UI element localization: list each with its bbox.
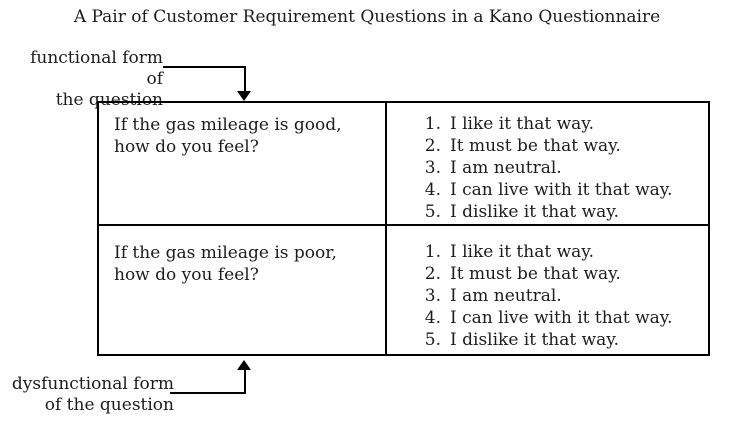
functional-form-label-line2: the question — [55, 90, 163, 110]
option-number: 4. — [424, 308, 441, 328]
option-text: I can live with it that way. — [450, 308, 673, 328]
option-number: 3. — [424, 158, 441, 178]
option-text: I like it that way. — [450, 114, 595, 134]
option-text: I am neutral. — [450, 158, 562, 178]
functional-form-label: functional form of the question — [10, 48, 163, 111]
option-number: 1. — [424, 114, 441, 134]
question-line: how do you feel? — [114, 137, 259, 157]
dysfunctional-form-label: dysfunctional form of the question — [8, 374, 174, 416]
option-item: 4. I can live with it that way. — [421, 307, 704, 329]
option-item: 5. I dislike it that way. — [421, 329, 704, 351]
option-item: 2. It must be that way. — [421, 263, 704, 285]
kano-table: If the gas mileage is good, how do you f… — [97, 101, 710, 356]
option-number: 4. — [424, 180, 441, 200]
option-text: It must be that way. — [450, 264, 621, 284]
option-item: 3. I am neutral. — [421, 285, 704, 307]
dysfunctional-question-cell: If the gas mileage is poor, how do you f… — [99, 226, 387, 354]
functional-form-label-line1: functional form of — [30, 48, 163, 89]
option-text: I dislike it that way. — [450, 330, 620, 350]
dysfunctional-form-label-line2: of the question — [44, 395, 174, 415]
functional-connector-horizontal-line — [163, 66, 246, 68]
option-number: 1. — [424, 242, 441, 262]
option-number: 2. — [424, 264, 441, 284]
option-text: It must be that way. — [450, 136, 621, 156]
arrow-up-icon — [237, 360, 251, 370]
option-item: 1. I like it that way. — [421, 113, 704, 135]
dysfunctional-connector-vertical-line — [244, 370, 246, 394]
dysfunctional-connector-horizontal-line — [170, 392, 246, 394]
option-text: I am neutral. — [450, 286, 562, 306]
option-item: 2. It must be that way. — [421, 135, 704, 157]
option-item: 1. I like it that way. — [421, 241, 704, 263]
option-number: 5. — [424, 202, 441, 222]
question-line: how do you feel? — [114, 265, 259, 285]
arrow-down-icon — [237, 91, 251, 101]
figure-title: A Pair of Customer Requirement Questions… — [73, 7, 661, 27]
functional-connector-vertical-line — [244, 66, 246, 93]
option-number: 5. — [424, 330, 441, 350]
question-line: If the gas mileage is poor, — [114, 243, 337, 263]
option-text: I can live with it that way. — [450, 180, 673, 200]
option-item: 3. I am neutral. — [421, 157, 704, 179]
option-text: I like it that way. — [450, 242, 595, 262]
option-item: 4. I can live with it that way. — [421, 179, 704, 201]
question-line: If the gas mileage is good, — [114, 115, 342, 135]
option-number: 3. — [424, 286, 441, 306]
dysfunctional-options-cell: 1. I like it that way. 2. It must be tha… — [387, 226, 708, 354]
dysfunctional-form-label-line1: dysfunctional form — [11, 374, 174, 394]
option-text: I dislike it that way. — [450, 202, 620, 222]
functional-options-cell: 1. I like it that way. 2. It must be tha… — [387, 103, 708, 226]
option-number: 2. — [424, 136, 441, 156]
functional-question-cell: If the gas mileage is good, how do you f… — [99, 103, 387, 226]
option-item: 5. I dislike it that way. — [421, 201, 704, 223]
